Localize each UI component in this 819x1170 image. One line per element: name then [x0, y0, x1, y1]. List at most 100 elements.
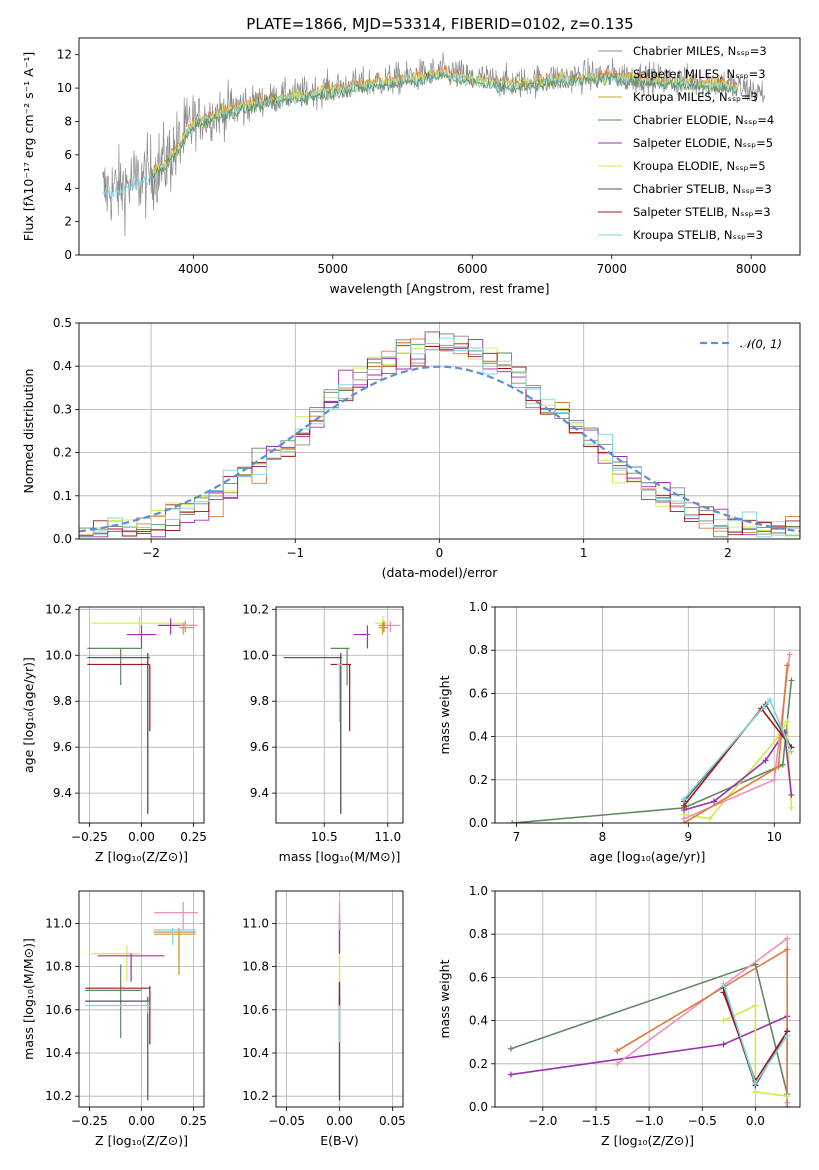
histogram-series — [79, 343, 800, 537]
y-tick-label: 0.4 — [469, 1014, 488, 1028]
axes-frame — [78, 322, 801, 540]
weight-marker — [788, 791, 795, 798]
y-tick-label: 9.6 — [53, 740, 72, 754]
legend-entry: Kroupa MILES, Nₛₛₚ=3 — [633, 90, 758, 104]
y-tick-label: 9.8 — [53, 694, 72, 708]
y-tick-label: 0.3 — [53, 402, 72, 416]
y-axis-label: mass weight — [437, 675, 452, 754]
y-tick-label: 1.0 — [469, 884, 488, 898]
x-axis-label: Z [log₁₀(Z/Z⊙)] — [95, 1133, 188, 1148]
legend-entry: Salpeter ELODIE, Nₛₛₚ=5 — [633, 136, 773, 150]
weight-marker — [720, 1017, 727, 1024]
y-tick-label: 10.4 — [45, 1046, 72, 1060]
weight-marker — [752, 1002, 759, 1009]
x-tick-label: 10.5 — [311, 830, 338, 844]
x-axis-label: E(B-V) — [320, 1133, 359, 1148]
x-tick-label: 8000 — [736, 262, 767, 276]
legend-entry: Kroupa STELIB, Nₛₛₚ=3 — [633, 228, 763, 242]
weight-marker — [771, 776, 778, 783]
legend-entry: Salpeter STELIB, Nₛₛₚ=3 — [633, 205, 771, 219]
y-axis-label: mass [log₁₀(M/M⊙)] — [21, 938, 36, 1060]
weight-marker — [509, 820, 516, 823]
weight-marker — [788, 804, 795, 811]
weight-marker — [784, 662, 791, 669]
x-tick-label: 8 — [599, 830, 607, 844]
axes-frame — [275, 606, 404, 824]
x-axis-label: Z [log₁₀(Z/Z⊙)] — [95, 849, 188, 864]
weight-marker — [788, 677, 795, 684]
weight-marker — [720, 1041, 727, 1048]
x-tick-label: 7000 — [596, 262, 627, 276]
weight-marker — [507, 1071, 514, 1078]
y-tick-label: 0.1 — [53, 489, 72, 503]
y-tick-label: 10.8 — [242, 960, 269, 974]
weight-marker — [784, 1032, 791, 1039]
weight-marker — [762, 757, 769, 764]
x-tick-label: 7 — [513, 830, 521, 844]
x-tick-label: −2 — [142, 546, 160, 560]
weight-marker — [784, 946, 791, 953]
spectrum-model-line — [151, 71, 738, 180]
x-tick-label: 11.0 — [374, 830, 401, 844]
y-tick-label: 2 — [64, 215, 72, 229]
y-tick-label: 4 — [64, 181, 72, 195]
y-tick-label: 0.0 — [469, 1100, 488, 1114]
y-tick-label: 10.2 — [45, 602, 72, 616]
axes-frame — [78, 890, 205, 1108]
y-tick-label: 0.0 — [53, 532, 72, 546]
legend-entry: Salpeter MILES, Nₛₛₚ=3 — [633, 67, 766, 81]
y-tick-label: 10 — [57, 81, 72, 95]
axes-frame — [494, 606, 801, 824]
y-tick-label: 0.4 — [469, 730, 488, 744]
x-tick-label: −1.5 — [581, 1114, 610, 1128]
legend-entry: Kroupa ELODIE, Nₛₛₚ=5 — [633, 159, 766, 173]
weight-marker — [711, 798, 718, 805]
legend-entry: Chabrier MILES, Nₛₛₚ=3 — [633, 44, 767, 58]
panels: 4000 5000 6000 7000 8000024681012wavelength … — [21, 37, 801, 1148]
x-tick-label: −1 — [286, 546, 304, 560]
axes-frame — [78, 37, 801, 256]
axes-frame — [494, 890, 801, 1108]
plot-area — [79, 331, 800, 538]
x-tick-label: 0.00 — [128, 830, 155, 844]
x-axis-label: age [log₁₀(age/yr)] — [590, 849, 706, 864]
weight-marker — [752, 1088, 759, 1095]
weight-series-line — [723, 1004, 788, 1097]
y-tick-label: 10.2 — [242, 602, 269, 616]
weight-marker — [779, 761, 786, 768]
panel-residuals: −2 −1 0 1 2 0.0 0.1 0.2 0.3 0.4 0.5 (data-model)/er… — [21, 316, 801, 580]
x-axis-label: (data-model)/error — [382, 565, 499, 580]
plot-area — [85, 901, 198, 1101]
x-tick-label: 0.05 — [379, 1114, 406, 1128]
weight-marker — [681, 802, 688, 809]
x-tick-label: −0.25 — [71, 830, 108, 844]
axes-frame — [275, 890, 404, 1108]
x-tick-label: −0.25 — [71, 1114, 108, 1128]
x-tick-label: 4000 — [178, 262, 209, 276]
weight-marker — [788, 748, 795, 755]
plot-area — [507, 935, 791, 1107]
x-tick-label: 0.25 — [180, 1114, 207, 1128]
weight-marker — [706, 815, 713, 822]
y-tick-label: 0.8 — [469, 643, 488, 657]
weight-marker — [752, 1080, 759, 1087]
weight-marker — [784, 1104, 791, 1107]
legend-entry: Chabrier STELIB, Nₛₛₚ=3 — [633, 182, 772, 196]
y-tick-label: 12 — [57, 48, 72, 62]
y-tick-label: 0.2 — [469, 773, 488, 787]
panel-weight-vs-Z: −2.0 −1.5 −1.0 −0.5 0.0 0.0 0.2 0.4 0.6 0.8 1.0 Z [… — [437, 884, 801, 1148]
y-tick-label: 10.6 — [45, 1003, 72, 1017]
figure-title: PLATE=1866, MJD=53314, FIBERID=0102, z=0… — [246, 15, 633, 33]
x-tick-label: 6000 — [457, 262, 488, 276]
y-tick-label: 6 — [64, 148, 72, 162]
y-tick-label: 11.0 — [242, 916, 269, 930]
x-tick-label: 0.00 — [326, 1114, 353, 1128]
y-tick-label: 0.6 — [469, 686, 488, 700]
histogram-series — [79, 337, 800, 538]
panel-age-vs-mass: 10.5 11.0 9.4 9.6 9.8 10.0 10.2 mass [log₁₀(M/M… — [242, 602, 404, 864]
y-tick-label: 10.2 — [242, 1089, 269, 1103]
weight-marker — [681, 820, 688, 823]
panel-mass-vs-Z: −0.25 0.00 0.25 10.2 10.4 10.6 10.8 11.0 Z [log₁… — [21, 890, 207, 1148]
x-tick-label: −0.05 — [268, 1114, 305, 1128]
